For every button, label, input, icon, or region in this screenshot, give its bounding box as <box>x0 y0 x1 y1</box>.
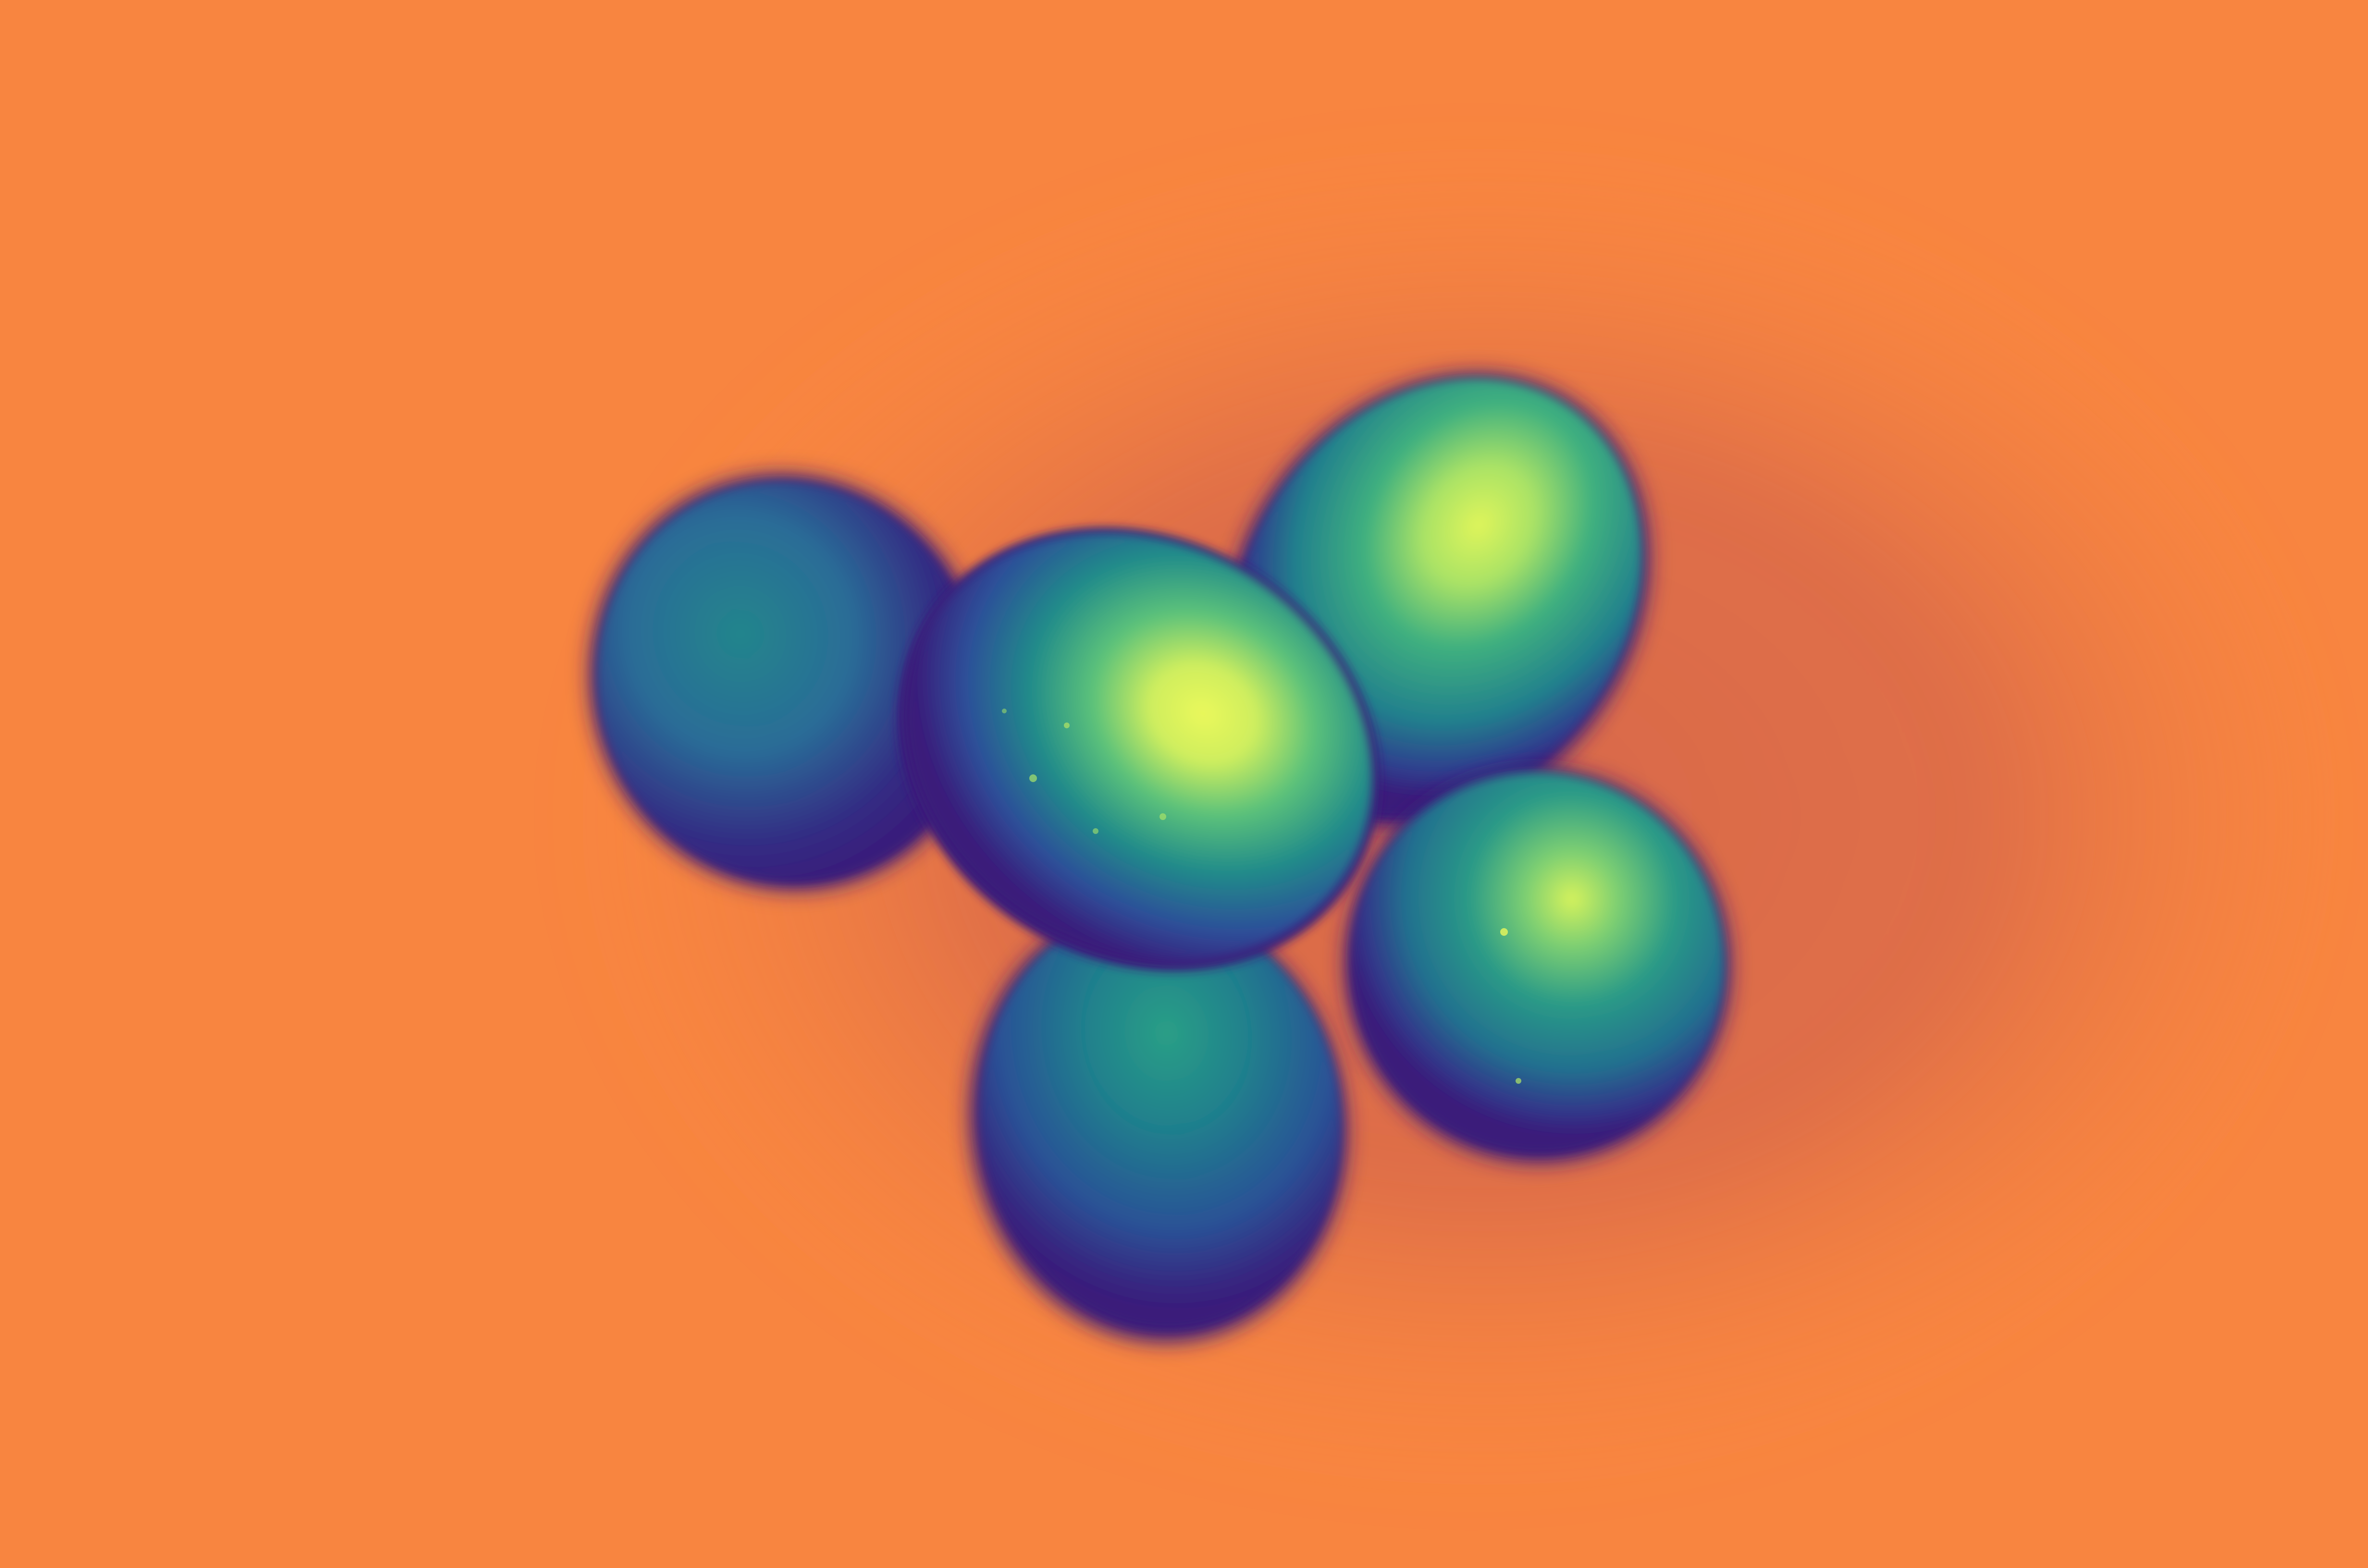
egg-center <box>898 527 1380 971</box>
speckle <box>1516 1078 1521 1084</box>
speckle <box>1500 928 1508 936</box>
egg-left <box>590 474 987 890</box>
egg-right <box>1345 769 1730 1163</box>
egg-bottom <box>970 906 1346 1342</box>
